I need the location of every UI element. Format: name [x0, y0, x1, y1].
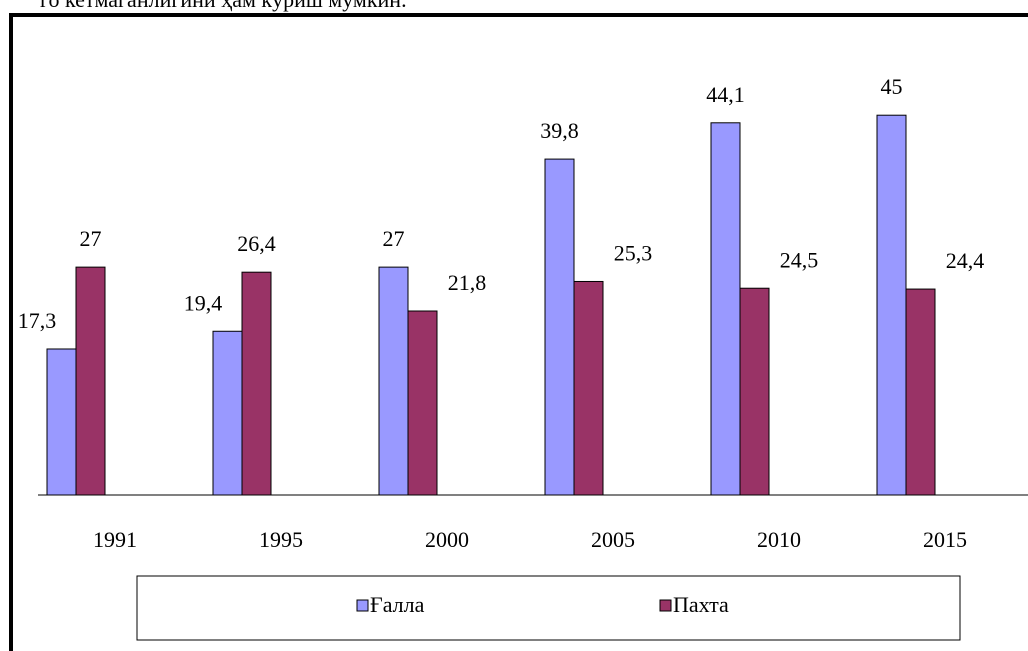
legend-swatch: [356, 599, 369, 612]
x-tick-label: 2010: [757, 527, 801, 552]
bar: [710, 122, 741, 496]
data-label: 45: [881, 74, 903, 99]
legend-swatch: [659, 599, 672, 612]
bar: [75, 266, 106, 496]
legend-label: Ғалла: [370, 592, 425, 617]
data-label: 27: [80, 226, 102, 251]
x-tick-label: 1995: [259, 527, 303, 552]
bar: [407, 310, 438, 496]
context-text: го кетмаганлигини ҳам кўриш мумкин.: [40, 0, 407, 12]
frame: [9, 13, 1028, 651]
data-label: 17,3: [18, 308, 57, 333]
data-label: 24,4: [946, 248, 985, 273]
bar: [212, 330, 243, 496]
data-label: 26,4: [237, 231, 276, 256]
data-label: 44,1: [706, 82, 745, 107]
data-label: 27: [383, 226, 405, 251]
legend-label: Пахта: [673, 592, 729, 617]
data-label: 39,8: [540, 118, 579, 143]
data-label: 19,4: [184, 290, 223, 315]
bar: [241, 271, 272, 496]
data-label: 25,3: [614, 241, 653, 266]
bar: [905, 288, 936, 496]
legend-box: [136, 575, 961, 641]
bar: [573, 280, 604, 496]
data-label: 24,5: [780, 247, 819, 272]
bar: [378, 266, 409, 496]
data-label: 21,8: [448, 270, 487, 295]
bar: [46, 348, 77, 496]
x-tick-label: 2015: [923, 527, 967, 552]
bar: [739, 287, 770, 496]
x-tick-label: 2005: [591, 527, 635, 552]
bar: [544, 158, 575, 496]
x-tick-label: 2000: [425, 527, 469, 552]
bar: [876, 114, 907, 496]
x-tick-label: 1991: [93, 527, 137, 552]
